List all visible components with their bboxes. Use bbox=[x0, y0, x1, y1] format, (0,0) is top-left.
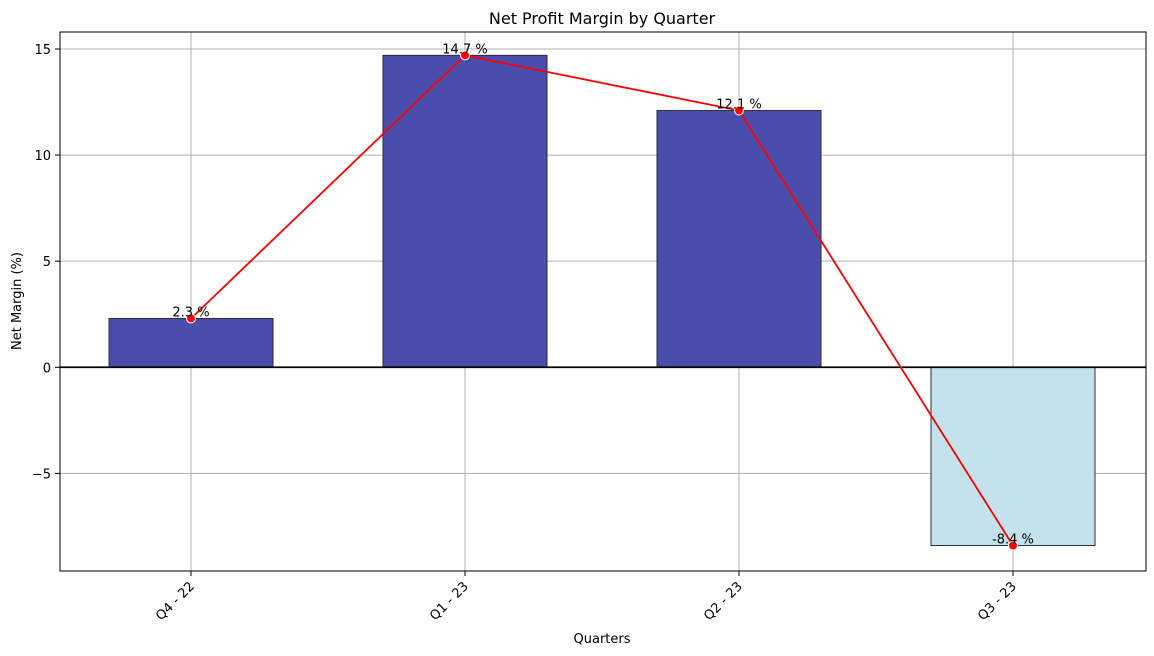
x-tick-label: Q3 - 23 bbox=[975, 579, 1020, 624]
x-axis-title: Quarters bbox=[574, 632, 631, 647]
y-tick-label: 15 bbox=[34, 43, 51, 58]
series-point bbox=[734, 105, 744, 116]
series-point bbox=[1008, 540, 1018, 551]
y-tick-label: 10 bbox=[34, 149, 51, 164]
y-tick-label: −5 bbox=[32, 467, 51, 482]
data-label: 12.1 % bbox=[716, 98, 761, 113]
series-line bbox=[190, 54, 1014, 547]
chart-title: Net Profit Margin by Quarter bbox=[489, 9, 716, 28]
y-tick-label: 5 bbox=[43, 255, 51, 270]
series-point bbox=[460, 50, 470, 61]
bar bbox=[930, 366, 1096, 547]
x-tick-label: Q1 - 23 bbox=[427, 579, 472, 624]
y-tick-label: 0 bbox=[43, 361, 51, 376]
data-label: 2.3 % bbox=[172, 305, 209, 320]
data-label: 14.7 % bbox=[442, 42, 487, 57]
plot-frame bbox=[59, 31, 1147, 572]
y-axis-title: Net Margin (%) bbox=[10, 252, 25, 350]
bar bbox=[108, 317, 274, 368]
bar bbox=[382, 54, 548, 368]
series-point bbox=[186, 313, 196, 324]
x-tick-label: Q4 - 22 bbox=[153, 579, 198, 624]
data-label: -8.4 % bbox=[992, 533, 1034, 548]
plot-area: −5 0 5 10 15 2.3 % 14.7 % 12.1 % -8.4 % Q4 - 22 Q1… bbox=[32, 31, 1147, 624]
x-tick-label: Q2 - 23 bbox=[701, 579, 746, 624]
bar bbox=[656, 110, 822, 368]
